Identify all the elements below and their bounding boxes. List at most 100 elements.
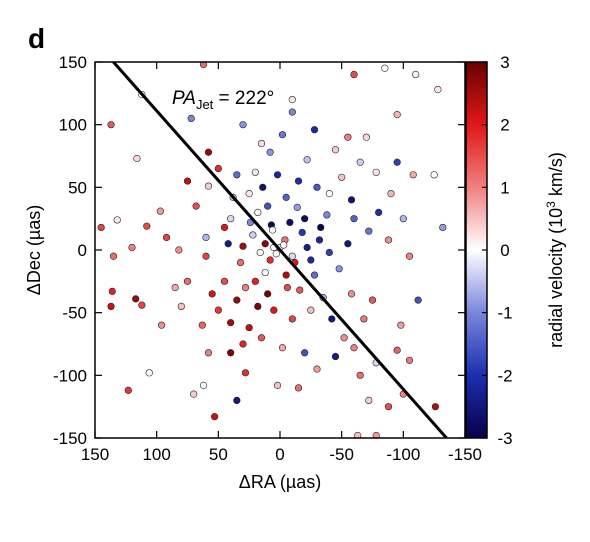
data-point	[211, 413, 219, 421]
data-point	[199, 62, 208, 69]
data-point	[266, 256, 274, 264]
data-point	[266, 148, 274, 156]
data-point	[113, 216, 121, 224]
data-point	[325, 248, 333, 257]
annotation-value: = 222°	[213, 88, 274, 109]
data-point	[261, 240, 269, 248]
x-tick-label: 100	[142, 445, 170, 464]
data-point	[273, 171, 282, 179]
data-point	[241, 369, 250, 377]
colorbar-tick-label: -1	[497, 304, 512, 323]
data-point	[282, 271, 290, 279]
data-point	[251, 277, 259, 285]
data-point	[405, 356, 414, 364]
data-point	[239, 340, 247, 348]
data-point	[331, 352, 340, 361]
x-tick-label: -150	[448, 445, 482, 464]
data-point	[204, 349, 213, 357]
data-point	[256, 248, 264, 257]
data-point	[384, 236, 393, 244]
data-point	[259, 183, 267, 191]
data-point	[158, 321, 166, 329]
colorbar-title: radial velocity (103 km/s)	[544, 152, 566, 348]
data-point	[310, 271, 319, 279]
colorbar-tick-label: 3	[500, 53, 509, 72]
data-point	[307, 306, 315, 314]
data-point	[224, 240, 232, 248]
data-point	[393, 158, 401, 166]
data-point	[143, 222, 151, 230]
data-point	[171, 284, 179, 292]
data-point	[183, 277, 192, 285]
data-point	[97, 223, 105, 232]
x-tick-label: 150	[81, 445, 109, 464]
data-point	[227, 319, 235, 327]
data-point	[204, 148, 213, 156]
data-point	[133, 154, 141, 163]
data-point	[331, 146, 340, 154]
data-point	[393, 346, 401, 354]
data-point	[288, 95, 296, 104]
data-point	[294, 177, 303, 185]
data-point	[434, 85, 442, 94]
data-point	[107, 121, 115, 129]
data-point	[431, 403, 440, 411]
data-point	[301, 215, 309, 223]
data-point	[356, 371, 364, 379]
data-point	[177, 302, 185, 311]
data-point	[264, 290, 272, 298]
data-point	[273, 381, 282, 389]
data-point	[249, 231, 257, 239]
data-point	[286, 218, 294, 227]
data-point	[325, 190, 333, 198]
data-point	[365, 227, 373, 235]
colorbar-title-exponent: 3	[544, 201, 558, 208]
data-point	[199, 381, 208, 389]
data-point	[278, 344, 287, 352]
data-point	[264, 202, 272, 210]
data-point	[323, 211, 331, 219]
data-point	[347, 290, 356, 298]
data-point	[317, 223, 325, 232]
data-point	[387, 190, 395, 198]
data-point	[372, 431, 380, 438]
data-point	[128, 243, 136, 252]
data-point	[405, 252, 414, 260]
data-point	[288, 252, 296, 260]
y-axis-title: ΔDec (µas)	[24, 205, 44, 295]
data-point	[368, 296, 377, 304]
data-point	[204, 182, 213, 190]
data-point	[294, 384, 303, 392]
data-point	[399, 215, 407, 223]
data-point	[354, 431, 362, 438]
data-point	[175, 246, 183, 254]
data-point	[375, 208, 383, 216]
data-point	[303, 243, 311, 252]
data-point	[288, 108, 296, 116]
data-point	[313, 365, 321, 373]
data-point	[384, 403, 393, 411]
data-point	[236, 258, 245, 267]
data-point	[208, 290, 216, 298]
axis-ticks: 150 100 50 0 -50 -100 -150 -150 -100 -50 0 50 100 150	[53, 53, 482, 464]
data-point	[245, 324, 253, 332]
data-point	[162, 233, 171, 242]
data-point	[397, 321, 405, 329]
x-tick-label: 0	[275, 445, 284, 464]
data-point	[227, 215, 235, 223]
data-point	[272, 250, 280, 258]
data-point	[282, 193, 290, 201]
data-point	[227, 349, 235, 357]
data-point	[340, 334, 348, 342]
jet-line	[111, 62, 448, 438]
data-point	[393, 111, 401, 119]
data-point	[156, 207, 164, 215]
y-tick-label: 50	[68, 178, 87, 197]
jet-axis-line	[111, 62, 448, 438]
colorbar-tick-label: 0	[500, 241, 509, 260]
data-point	[183, 177, 192, 185]
data-point	[233, 396, 241, 405]
data-point	[257, 139, 266, 148]
data-point	[280, 241, 288, 249]
y-tick-label: -50	[62, 304, 87, 323]
